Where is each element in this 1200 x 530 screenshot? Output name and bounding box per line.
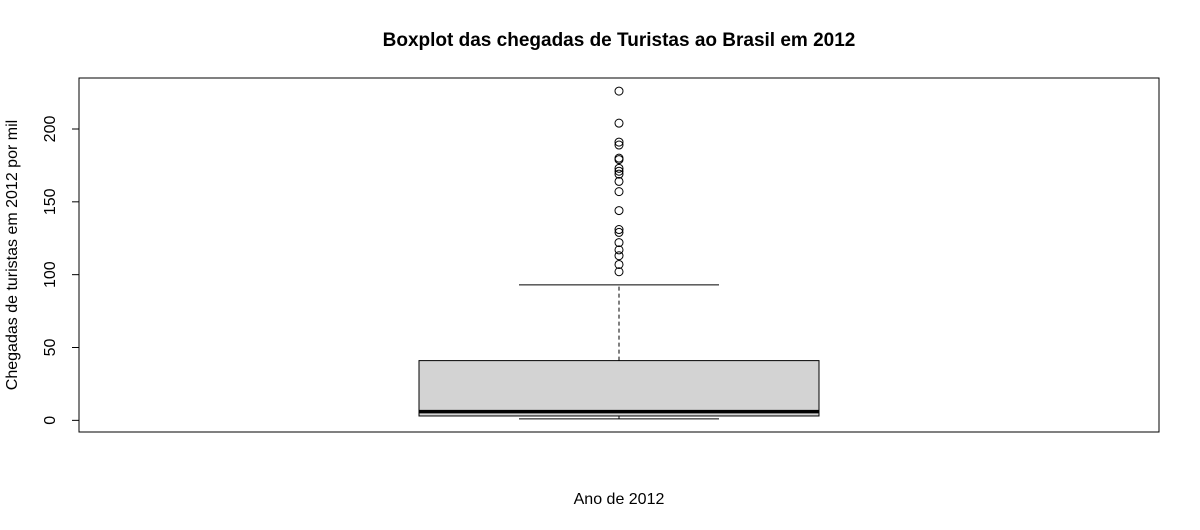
outlier-point bbox=[614, 267, 624, 277]
outlier-point bbox=[614, 238, 624, 248]
chart-title: Boxplot das chegadas de Turistas ao Bras… bbox=[383, 30, 856, 51]
outlier-points bbox=[614, 86, 624, 277]
y-tick-label: 150 bbox=[42, 188, 59, 215]
y-tick-label: 0 bbox=[42, 416, 59, 425]
outlier-point bbox=[614, 163, 624, 173]
outlier-point bbox=[614, 245, 624, 255]
x-axis-label: Ano de 2012 bbox=[574, 491, 665, 508]
outlier-point bbox=[614, 169, 624, 179]
box-group bbox=[418, 284, 820, 420]
outlier-point bbox=[614, 176, 624, 186]
y-tick-label: 50 bbox=[42, 339, 59, 357]
outlier-point bbox=[614, 227, 624, 237]
outlier-point bbox=[614, 259, 624, 269]
outlier-point bbox=[614, 140, 624, 150]
outlier-point bbox=[614, 187, 624, 197]
outlier-point bbox=[614, 153, 624, 163]
outlier-point bbox=[614, 118, 624, 128]
outlier-point bbox=[614, 251, 624, 261]
outlier-point bbox=[614, 225, 624, 235]
y-tick-label: 200 bbox=[42, 116, 59, 143]
outlier-point bbox=[614, 206, 624, 216]
outlier-point bbox=[614, 166, 624, 176]
y-axis-label: Chegadas de turistas em 2012 por mil bbox=[4, 120, 21, 390]
outlier-point bbox=[614, 86, 624, 96]
outlier-point bbox=[614, 137, 624, 147]
iqr-box bbox=[418, 360, 820, 417]
y-tick-label: 100 bbox=[42, 261, 59, 288]
y-axis: 0 50 100 150 200 bbox=[42, 116, 80, 425]
